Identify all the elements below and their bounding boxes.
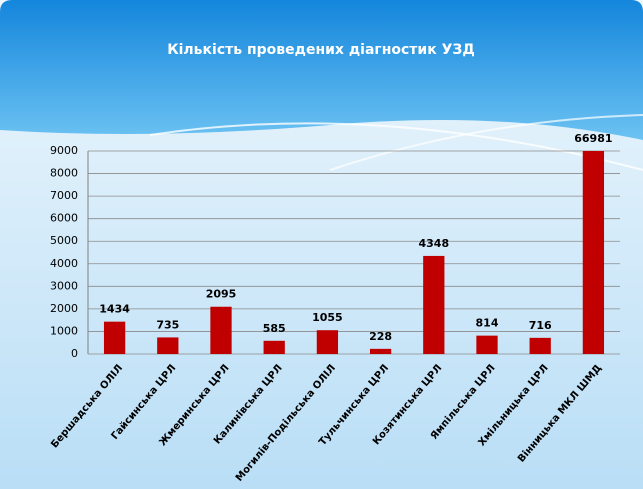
- bar: [103, 321, 126, 354]
- y-tick-label: 3000: [50, 279, 78, 292]
- data-label: 585: [263, 322, 286, 335]
- y-tick-label: 9000: [50, 144, 78, 157]
- data-label: 716: [529, 319, 552, 332]
- y-tick-label: 8000: [50, 167, 78, 180]
- y-tick-label: 1000: [50, 324, 78, 337]
- bar: [210, 306, 232, 354]
- y-tick-label: 5000: [50, 234, 78, 247]
- bar: [157, 337, 179, 354]
- bar: [369, 348, 392, 354]
- data-label: 735: [156, 318, 179, 331]
- y-tick-label: 7000: [50, 189, 78, 202]
- banner: [0, 0, 643, 140]
- bar: [476, 335, 498, 354]
- bar: [529, 337, 551, 354]
- bar: [263, 340, 285, 354]
- plot-area: [103, 151, 605, 354]
- data-label: 2095: [206, 288, 237, 301]
- data-label: 66981: [574, 132, 612, 145]
- y-tick-label: 2000: [50, 302, 78, 315]
- y-tick-label: 6000: [50, 212, 78, 225]
- chart-title: Кількість проведених діагностик УЗД: [167, 42, 475, 58]
- data-label: 1055: [312, 311, 343, 324]
- y-tick-label: 0: [71, 347, 78, 360]
- data-label: 228: [369, 330, 392, 343]
- wave: [149, 122, 643, 171]
- bar: [582, 151, 605, 354]
- bar: [316, 330, 339, 354]
- bar: [423, 255, 445, 354]
- wave: [329, 114, 643, 171]
- y-tick-label: 4000: [50, 257, 78, 270]
- data-label: 1434: [99, 303, 130, 316]
- data-label: 814: [476, 317, 499, 330]
- data-label: 4348: [418, 237, 449, 250]
